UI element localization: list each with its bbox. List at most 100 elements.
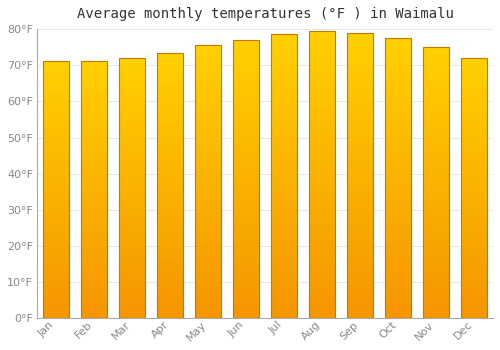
Bar [347,33,374,318]
Bar [81,197,108,200]
Bar [309,132,336,134]
Bar [157,108,184,111]
Bar [385,215,411,217]
Bar [423,234,450,237]
Bar [81,257,108,259]
Bar [423,169,450,172]
Bar [195,92,222,94]
Bar [81,172,108,174]
Bar [43,267,70,270]
Bar [233,235,260,238]
Bar [195,239,222,242]
Bar [43,290,70,293]
Bar [347,124,374,127]
Bar [461,86,487,89]
Bar [385,271,411,273]
Bar [119,115,146,118]
Bar [385,117,411,119]
Bar [309,143,336,146]
Bar [423,240,450,242]
Bar [43,107,70,110]
Bar [195,103,222,105]
Bar [271,179,297,182]
Bar [157,138,184,140]
Bar [81,220,108,223]
Bar [423,139,450,142]
Bar [423,80,450,82]
Bar [461,253,487,256]
Bar [119,274,146,276]
Bar [233,274,260,276]
Bar [43,259,70,261]
Bar [195,302,222,304]
Bar [233,304,260,307]
Bar [347,273,374,275]
Bar [43,161,70,164]
Bar [119,232,146,235]
Bar [347,244,374,247]
Bar [385,268,411,271]
Bar [195,204,222,206]
Bar [119,120,146,123]
Bar [119,204,146,206]
Bar [43,303,70,305]
Bar [43,197,70,200]
Bar [347,207,374,210]
Bar [385,223,411,226]
Bar [423,99,450,101]
Bar [157,281,184,284]
Bar [309,287,336,289]
Bar [119,191,146,193]
Bar [43,130,70,133]
Bar [309,123,336,126]
Bar [423,218,450,220]
Bar [385,245,411,248]
Bar [43,105,70,107]
Bar [271,281,297,284]
Bar [461,310,487,313]
Bar [195,113,222,116]
Bar [43,282,70,285]
Bar [233,96,260,98]
Bar [43,128,70,130]
Bar [43,287,70,290]
Bar [461,115,487,118]
Bar [43,151,70,154]
Bar [271,176,297,179]
Bar [461,303,487,305]
Bar [157,294,184,297]
Bar [81,251,108,254]
Bar [157,135,184,138]
Bar [347,52,374,56]
Bar [195,48,222,51]
Bar [195,86,222,89]
Bar [157,239,184,241]
Bar [195,247,222,250]
Bar [461,165,487,167]
Bar [461,144,487,146]
Bar [347,161,374,164]
Bar [347,258,374,261]
Bar [157,262,184,265]
Bar [461,287,487,289]
Bar [423,199,450,202]
Bar [233,146,260,148]
Bar [43,177,70,179]
Bar [43,133,70,135]
Bar [195,277,222,280]
Bar [43,270,70,272]
Bar [423,74,450,77]
Bar [271,293,297,295]
Bar [195,288,222,291]
Bar [347,175,374,178]
Bar [347,78,374,81]
Bar [233,229,260,232]
Bar [461,308,487,310]
Bar [195,111,222,113]
Bar [461,217,487,219]
Bar [119,295,146,298]
Bar [233,196,260,198]
Bar [119,238,146,240]
Bar [119,225,146,227]
Bar [43,231,70,233]
